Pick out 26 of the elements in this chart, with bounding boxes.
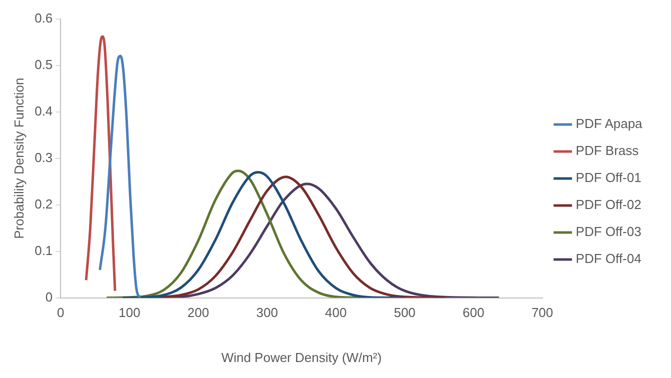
y-tick-label: 0.2 [34,196,53,212]
x-tick-label: 100 [118,305,140,320]
legend-label: PDF Off-04 [576,251,642,266]
x-tick-label: 700 [531,305,554,320]
x-tick-label: 600 [462,305,484,320]
y-tick-label: 0.1 [34,242,53,258]
line-series [121,171,406,298]
y-tick-label: 0 [45,289,53,304]
x-tick-label: 300 [256,305,278,320]
y-tick-label: 0.6 [34,10,53,26]
x-axis-title: Wind Power Density (W/m²) [221,350,382,365]
legend-label: PDF Brass [576,143,640,158]
legend-label: PDF Off-03 [576,224,642,240]
x-tick-label: 200 [187,305,210,320]
y-tick-label: 0.5 [34,56,53,72]
line-series [98,54,142,298]
y-tick-label: 0.3 [34,150,53,165]
line-series [84,35,116,292]
legend-label: PDF Off-02 [576,197,642,212]
y-axis-title: Probability Density Function [11,78,26,239]
x-tick-label: 0 [57,305,64,320]
x-tick-label: 500 [394,305,416,320]
legend-label: PDF Apapa [576,116,644,132]
legend-label: PDF Off-01 [576,170,642,186]
x-tick-label: 400 [325,305,347,320]
y-tick-label: 0.4 [34,103,53,118]
